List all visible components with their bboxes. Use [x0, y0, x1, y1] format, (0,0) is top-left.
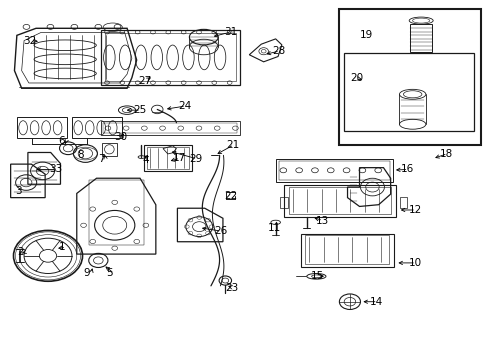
Text: 6: 6 [59, 136, 65, 146]
Text: 30: 30 [114, 132, 127, 142]
Text: 26: 26 [213, 226, 226, 236]
Bar [344, 53, 472, 131]
Bar [17, 117, 67, 138]
Text: 5: 5 [106, 269, 113, 279]
Text: 24: 24 [178, 101, 191, 111]
Bar [143, 145, 191, 171]
Text: 28: 28 [272, 46, 285, 56]
Text: 23: 23 [225, 283, 238, 293]
Bar [102, 143, 116, 156]
Bar [101, 30, 239, 85]
Text: 8: 8 [77, 150, 83, 160]
Text: 22: 22 [224, 191, 237, 201]
Bar [280, 197, 287, 207]
Bar [72, 117, 122, 138]
Bar [284, 185, 395, 217]
Text: 4: 4 [142, 154, 148, 165]
Text: 20: 20 [349, 73, 362, 84]
Text: 2: 2 [17, 247, 23, 257]
Bar [399, 197, 407, 207]
Bar [101, 121, 239, 135]
Text: 18: 18 [439, 149, 452, 158]
Text: 7: 7 [98, 154, 104, 164]
Bar [305, 235, 388, 264]
Bar [300, 234, 393, 267]
Text: 33: 33 [49, 165, 62, 174]
Text: 21: 21 [226, 140, 239, 150]
Text: 12: 12 [407, 205, 421, 215]
Bar [275, 159, 392, 182]
Text: 14: 14 [369, 297, 383, 307]
Bar [409, 24, 431, 52]
Text: 19: 19 [359, 30, 372, 40]
Bar [338, 9, 480, 145]
Text: 13: 13 [315, 216, 328, 226]
Text: 25: 25 [133, 105, 146, 115]
Text: 10: 10 [407, 258, 421, 268]
Text: 32: 32 [23, 36, 36, 46]
Text: 15: 15 [310, 271, 323, 281]
Bar [278, 161, 389, 180]
Text: 29: 29 [189, 154, 202, 164]
Text: 11: 11 [267, 222, 280, 233]
Bar [89, 180, 143, 245]
Bar [103, 123, 237, 133]
Text: 9: 9 [83, 269, 90, 279]
Text: 3: 3 [16, 186, 22, 195]
Text: 31: 31 [224, 27, 237, 37]
Bar [104, 33, 235, 81]
Text: 17: 17 [172, 153, 185, 163]
Text: 1: 1 [59, 242, 65, 252]
Bar [146, 147, 188, 169]
Text: 16: 16 [400, 165, 413, 174]
Bar [288, 187, 390, 213]
Text: 27: 27 [138, 76, 151, 86]
